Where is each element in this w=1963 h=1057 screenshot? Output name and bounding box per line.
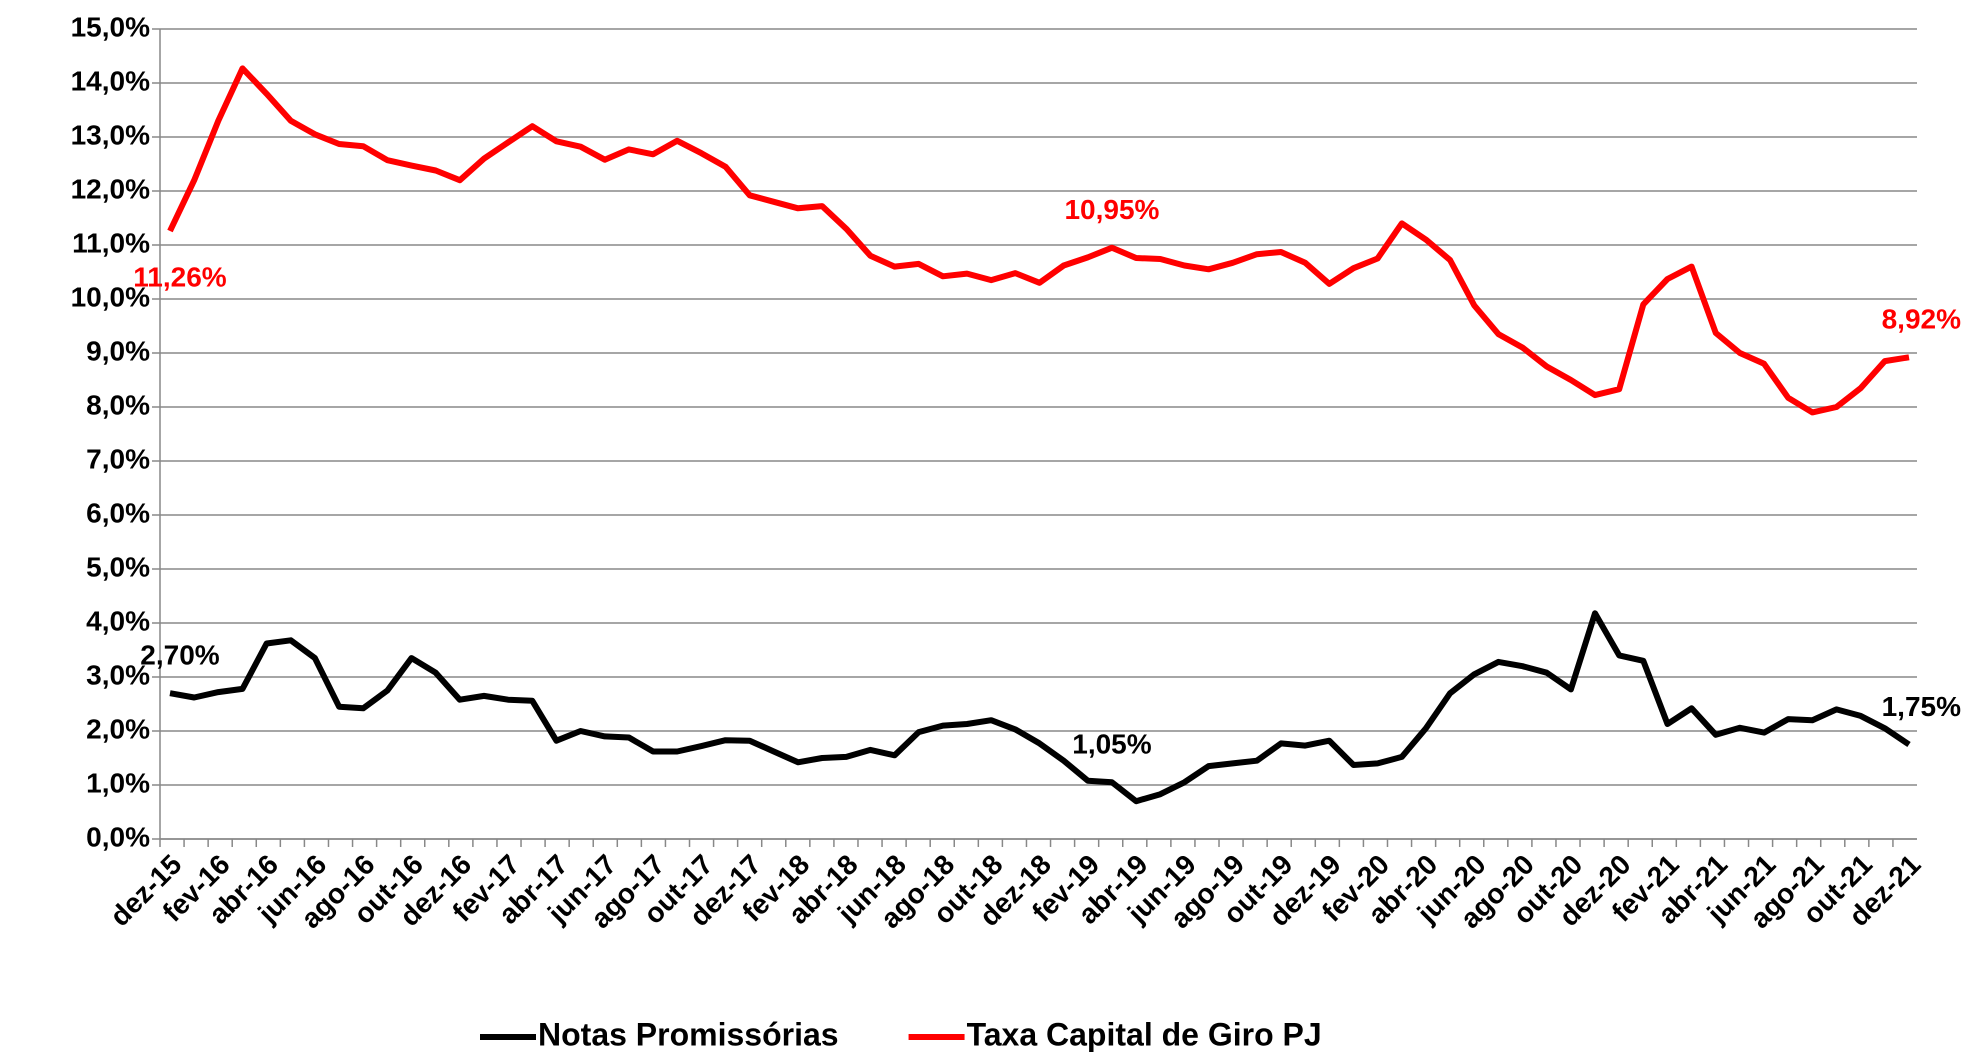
y-tick-label: 7,0%: [86, 443, 150, 474]
legend-label: Notas Promissórias: [538, 1016, 839, 1052]
legend-label: Taxa Capital de Giro PJ: [967, 1016, 1322, 1052]
y-tick-label: 4,0%: [86, 605, 150, 636]
y-tick-label: 3,0%: [86, 659, 150, 690]
y-tick-label: 9,0%: [86, 335, 150, 366]
data-label: 1,05%: [1072, 729, 1151, 760]
y-tick-label: 1,0%: [86, 767, 150, 798]
y-tick-label: 15,0%: [71, 11, 150, 42]
y-tick-label: 11,0%: [72, 227, 150, 258]
line-series: [169, 610, 1911, 805]
y-tick-label: 0,0%: [86, 821, 150, 852]
data-label: 10,95%: [1064, 194, 1159, 225]
y-tick-label: 2,0%: [86, 713, 150, 744]
y-tick-label: 8,0%: [86, 389, 150, 420]
y-tick-label: 12,0%: [71, 173, 150, 204]
data-label: 11,26%: [133, 261, 227, 292]
legend: Notas Promissórias Taxa Capital de Giro P…: [480, 1016, 1322, 1052]
y-tick-label: 6,0%: [86, 497, 150, 528]
data-label: 2,70%: [140, 640, 219, 671]
y-tick-label: 13,0%: [71, 119, 150, 150]
data-label: 1,75%: [1882, 691, 1961, 722]
line-series: [167, 65, 1910, 416]
y-tick-label: 10,0%: [71, 281, 150, 312]
data-label: 8,92%: [1882, 304, 1961, 335]
y-tick-label: 5,0%: [86, 551, 150, 582]
y-tick-label: 14,0%: [71, 65, 150, 96]
